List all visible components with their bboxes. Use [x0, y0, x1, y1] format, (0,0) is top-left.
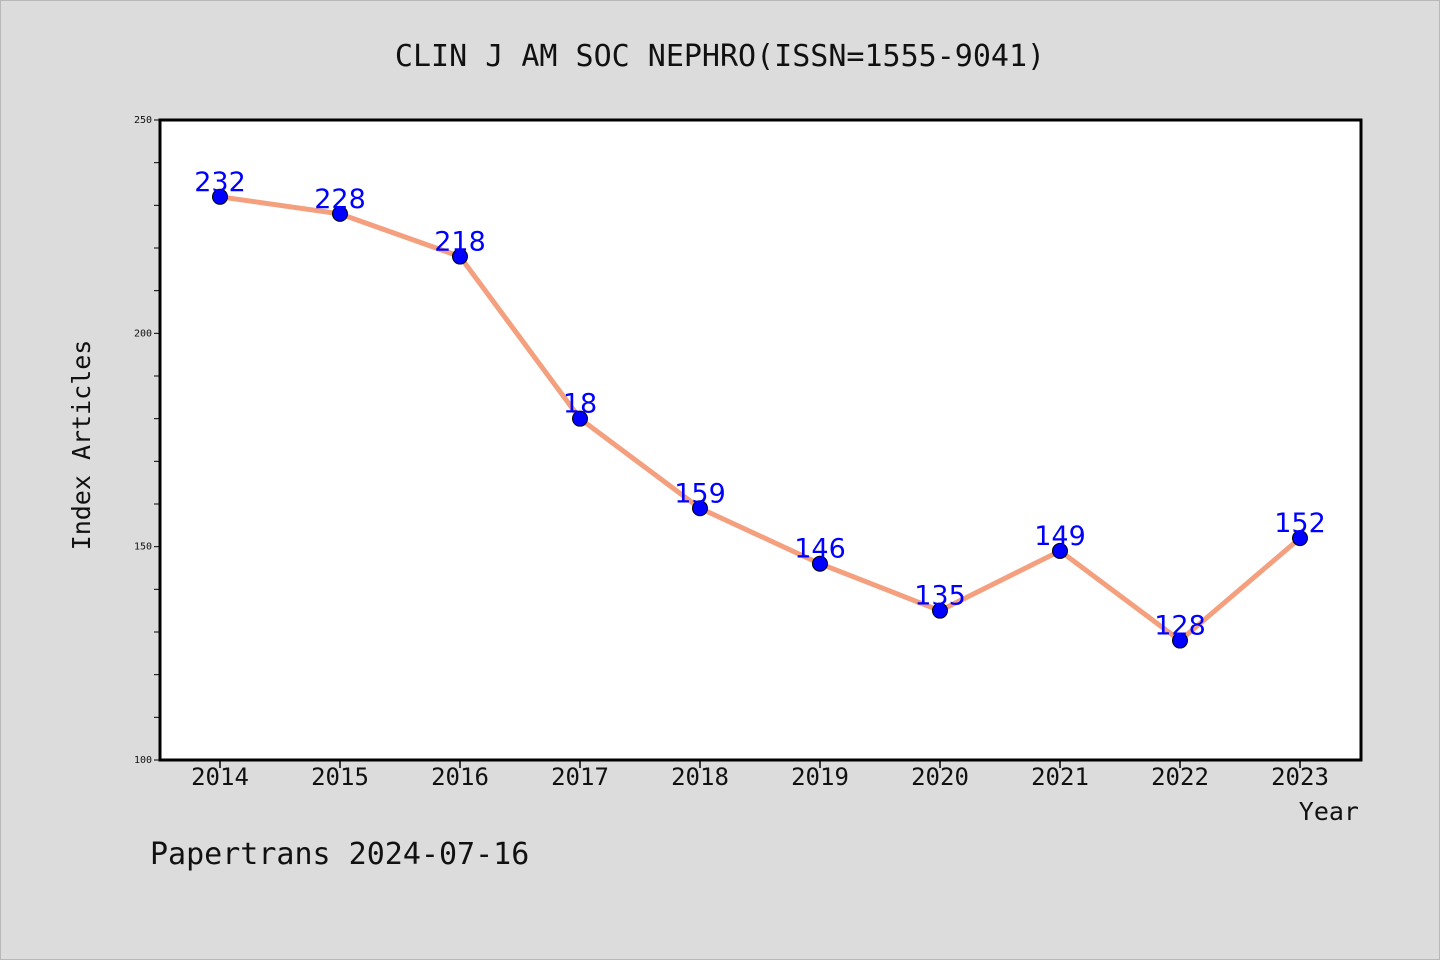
x-tick-label: 2015 [311, 763, 369, 791]
data-label: 228 [314, 184, 366, 215]
data-label: 128 [1154, 611, 1206, 642]
series-line [217, 194, 1303, 644]
data-label: 146 [794, 534, 846, 565]
data-label: 218 [434, 227, 486, 258]
data-label: 152 [1274, 508, 1326, 539]
data-point [1172, 632, 1188, 649]
series-group: 232 228 218 18 159 146 135 149 128 152 [194, 167, 1326, 649]
data-point [932, 602, 948, 619]
y-tick-label: 150 [134, 542, 152, 553]
x-tick-label: 2018 [671, 763, 729, 791]
x-tick-label: 2016 [431, 763, 489, 791]
x-tick-label: 2022 [1151, 763, 1209, 791]
x-tick-label: 2014 [191, 763, 249, 791]
x-tick-label: 2020 [911, 763, 969, 791]
y-tick-label: 200 [134, 328, 152, 339]
plot-area [158, 118, 1363, 762]
data-label: 159 [674, 478, 726, 509]
data-label: 149 [1034, 521, 1086, 552]
data-point [212, 188, 228, 205]
chart-title: CLIN J AM SOC NEPHRO(ISSN=1555-9041) [395, 39, 1045, 74]
x-axis-label: Year [1299, 797, 1359, 826]
data-label: 135 [914, 581, 966, 612]
data-label: 18 [563, 389, 597, 420]
data-point [1052, 542, 1068, 559]
x-tick-label: 2017 [551, 763, 609, 791]
data-point [692, 500, 708, 517]
x-tick-label: 2021 [1031, 763, 1089, 791]
y-tick-label: 100 [134, 755, 152, 766]
data-point [812, 555, 828, 572]
data-point [452, 248, 468, 265]
y-axis-label: Index Articles [67, 340, 96, 551]
data-point [1292, 530, 1308, 547]
footer-credit: Papertrans 2024-07-16 [150, 837, 529, 872]
x-axis: 2014 2015 2016 2017 2018 2019 2020 2021 2022 2023 [191, 760, 1329, 791]
data-point [332, 205, 348, 222]
data-label: 232 [194, 167, 246, 198]
y-tick-label: 250 [134, 115, 152, 126]
y-axis: 100 150 200 250 [134, 115, 160, 766]
x-tick-label: 2023 [1271, 763, 1329, 791]
x-tick-label: 2019 [791, 763, 849, 791]
data-point [572, 410, 588, 427]
